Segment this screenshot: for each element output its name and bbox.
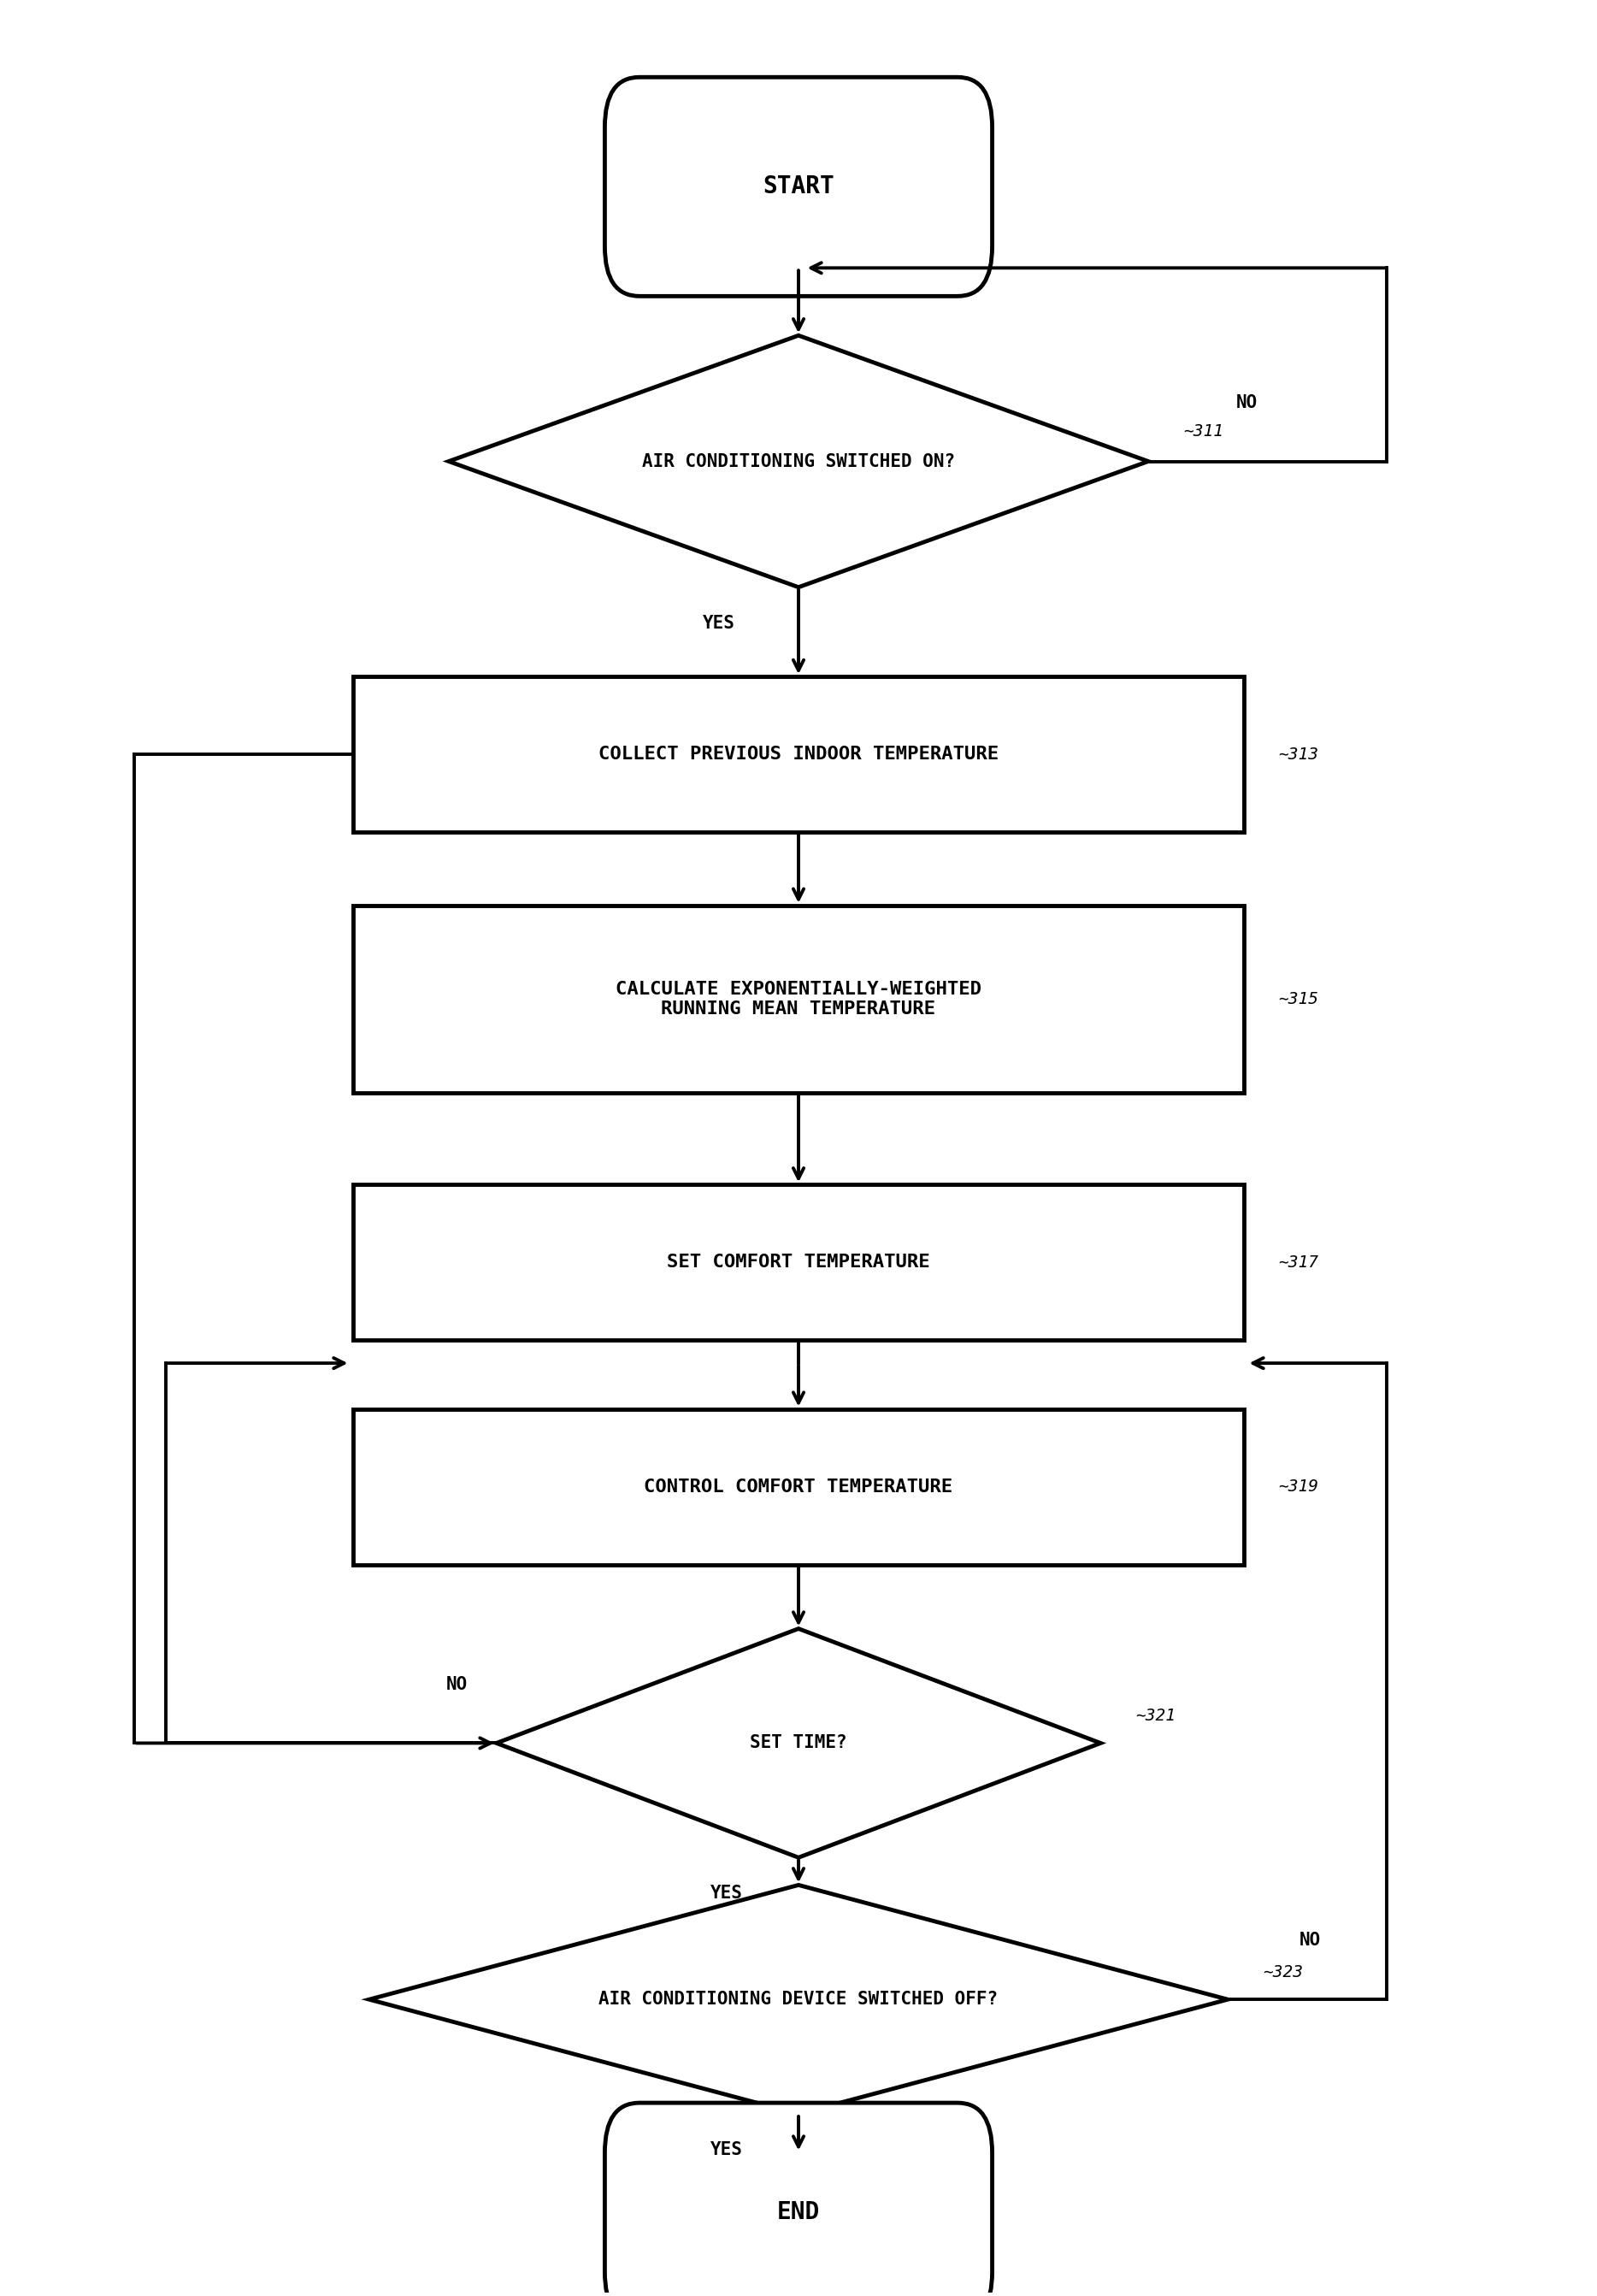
Text: NO: NO <box>446 1676 468 1692</box>
Text: SET TIME?: SET TIME? <box>751 1733 846 1752</box>
Text: COLLECT PREVIOUS INDOOR TEMPERATURE: COLLECT PREVIOUS INDOOR TEMPERATURE <box>599 746 998 762</box>
FancyBboxPatch shape <box>605 78 992 296</box>
Text: NO: NO <box>1236 395 1257 411</box>
Text: YES: YES <box>711 2142 743 2158</box>
Text: NO: NO <box>1300 1931 1321 1949</box>
Bar <box>353 1410 1244 1564</box>
Text: START: START <box>763 174 834 200</box>
Text: ∼313: ∼313 <box>1279 746 1319 762</box>
Text: AIR CONDITIONING SWITCHED ON?: AIR CONDITIONING SWITCHED ON? <box>642 452 955 471</box>
Text: YES: YES <box>703 615 735 631</box>
Text: ∼315: ∼315 <box>1279 992 1319 1008</box>
Text: ∼321: ∼321 <box>1135 1708 1175 1724</box>
Text: CALCULATE EXPONENTIALLY-WEIGHTED
RUNNING MEAN TEMPERATURE: CALCULATE EXPONENTIALLY-WEIGHTED RUNNING… <box>615 980 982 1017</box>
Bar <box>353 677 1244 831</box>
Text: ∼311: ∼311 <box>1183 422 1223 439</box>
Text: CONTROL COMFORT TEMPERATURE: CONTROL COMFORT TEMPERATURE <box>644 1479 953 1495</box>
Text: ∼319: ∼319 <box>1279 1479 1319 1495</box>
Text: SET COMFORT TEMPERATURE: SET COMFORT TEMPERATURE <box>668 1254 929 1272</box>
Bar <box>353 1185 1244 1341</box>
Polygon shape <box>497 1628 1100 1857</box>
Text: ∼323: ∼323 <box>1263 1963 1303 1979</box>
Text: YES: YES <box>711 1885 743 1901</box>
Text: END: END <box>778 2200 819 2225</box>
Text: ∼317: ∼317 <box>1279 1254 1319 1270</box>
Text: AIR CONDITIONING DEVICE SWITCHED OFF?: AIR CONDITIONING DEVICE SWITCHED OFF? <box>599 1991 998 2009</box>
Polygon shape <box>449 335 1148 588</box>
Bar <box>353 905 1244 1093</box>
Polygon shape <box>369 1885 1228 2115</box>
FancyBboxPatch shape <box>605 2103 992 2296</box>
